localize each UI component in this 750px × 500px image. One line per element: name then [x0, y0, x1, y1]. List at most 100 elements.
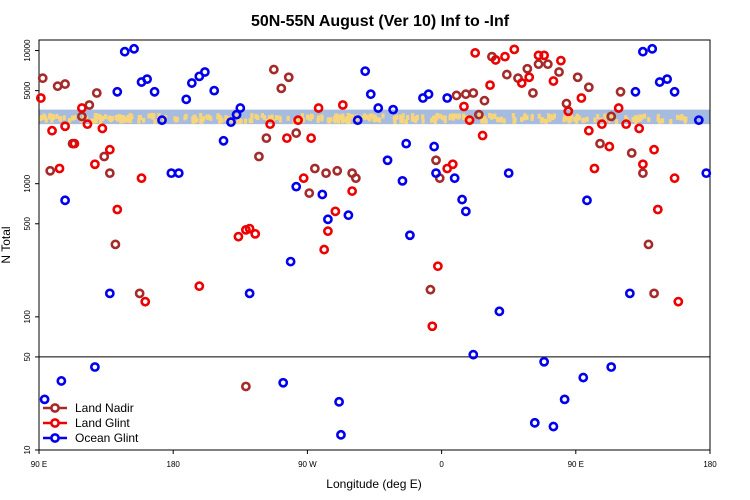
land-glint-point — [548, 76, 559, 86]
band-mark — [243, 118, 248, 124]
land-nadir-point — [91, 88, 102, 98]
band-mark — [300, 113, 304, 119]
land-nadir-point — [240, 381, 251, 392]
land-nadir-point — [533, 59, 544, 70]
band-mark — [377, 117, 382, 123]
band-mark — [274, 115, 279, 121]
band-mark — [399, 118, 403, 124]
band-mark — [585, 116, 589, 122]
band-mark — [502, 118, 506, 124]
band-mark — [250, 113, 254, 119]
band-mark — [92, 118, 96, 124]
band-mark — [346, 112, 350, 118]
legend-label-ocean-glint: Ocean Glint — [75, 431, 139, 445]
ocean-glint-point — [503, 168, 514, 179]
band-mark — [103, 114, 108, 120]
land-nadir-point — [268, 64, 279, 75]
land-glint-point — [555, 55, 566, 66]
band-mark — [339, 115, 343, 121]
band-mark — [368, 113, 372, 119]
land-nadir-point — [643, 239, 654, 250]
band-mark — [350, 114, 355, 120]
band-mark — [480, 118, 484, 124]
band-mark — [48, 113, 52, 119]
land-glint-point — [509, 44, 520, 55]
ocean-glint-point — [323, 214, 333, 225]
land-nadir-point — [431, 155, 441, 166]
band-mark — [254, 113, 258, 119]
land-nadir-point — [254, 151, 264, 162]
ocean-glint-point — [360, 66, 371, 77]
land-nadir-point — [501, 69, 512, 80]
band-mark — [401, 118, 405, 124]
land-nadir-point — [60, 79, 70, 89]
band-mark — [448, 113, 453, 119]
band-mark — [551, 115, 555, 121]
band-mark — [569, 113, 573, 119]
band-mark — [413, 118, 418, 124]
ocean-glint-point — [460, 206, 471, 217]
band-mark — [525, 114, 529, 120]
land-nadir-point — [45, 165, 56, 176]
band-mark — [62, 115, 66, 121]
band-mark — [207, 114, 211, 120]
band-mark — [320, 114, 324, 120]
band-mark — [250, 118, 254, 124]
land-nadir-point — [350, 173, 361, 184]
land-glint-point — [638, 159, 648, 170]
land-glint-point — [464, 115, 475, 126]
band-mark — [669, 119, 673, 125]
y-tick-label: 50 — [23, 352, 32, 361]
land-nadir-point — [110, 239, 121, 250]
land-nadir-point — [606, 111, 617, 122]
band-mark — [256, 115, 260, 121]
band-mark — [216, 113, 220, 119]
land-glint-point — [485, 80, 495, 91]
ocean-glint-point — [60, 195, 70, 206]
band-mark — [94, 118, 98, 124]
y-tick-label: 10000 — [23, 39, 32, 62]
band-mark — [316, 117, 320, 123]
land-glint-point — [313, 103, 324, 113]
x-tick-label: 0 — [439, 460, 444, 469]
ocean-glint-point — [334, 396, 344, 407]
land-glint-point — [265, 119, 276, 130]
ocean-glint-point — [429, 141, 440, 152]
band-mark — [116, 116, 120, 122]
ocean-glint-point — [647, 43, 658, 54]
band-mark — [270, 114, 274, 120]
land-glint-point — [490, 55, 501, 65]
band-mark — [199, 112, 203, 118]
land-glint-point — [136, 173, 147, 184]
ocean-glint-point — [693, 115, 704, 126]
band-mark — [229, 117, 234, 123]
ocean-glint-point — [336, 429, 346, 440]
band-mark — [147, 113, 151, 119]
band-mark — [593, 117, 597, 123]
land-glint-point — [583, 125, 594, 136]
land-nadir-point — [309, 163, 320, 174]
band-mark — [512, 119, 516, 125]
land-glint-point — [323, 226, 333, 237]
band-mark — [191, 118, 195, 124]
band-mark — [93, 113, 98, 119]
band-mark — [42, 113, 46, 119]
band-mark — [443, 115, 447, 121]
land-nadir-point — [542, 59, 553, 70]
band-mark — [347, 118, 352, 124]
axes: 90 E 180 90 W 0 90 E 180 10 50 100 500 1000 5000 100… — [23, 39, 717, 469]
ocean-glint-point — [638, 46, 648, 57]
land-glint-point — [347, 186, 358, 196]
legend-marker-land-glint — [50, 418, 60, 428]
band-mark — [596, 114, 600, 120]
band-mark — [573, 116, 577, 122]
band-mark — [415, 114, 419, 120]
band-mark — [345, 116, 349, 122]
band-mark — [73, 115, 77, 121]
land-glint-point — [337, 100, 348, 110]
ocean-glint-point — [119, 46, 130, 57]
land-glint-point — [524, 72, 535, 83]
band-mark — [675, 114, 680, 120]
band-mark — [634, 118, 638, 124]
